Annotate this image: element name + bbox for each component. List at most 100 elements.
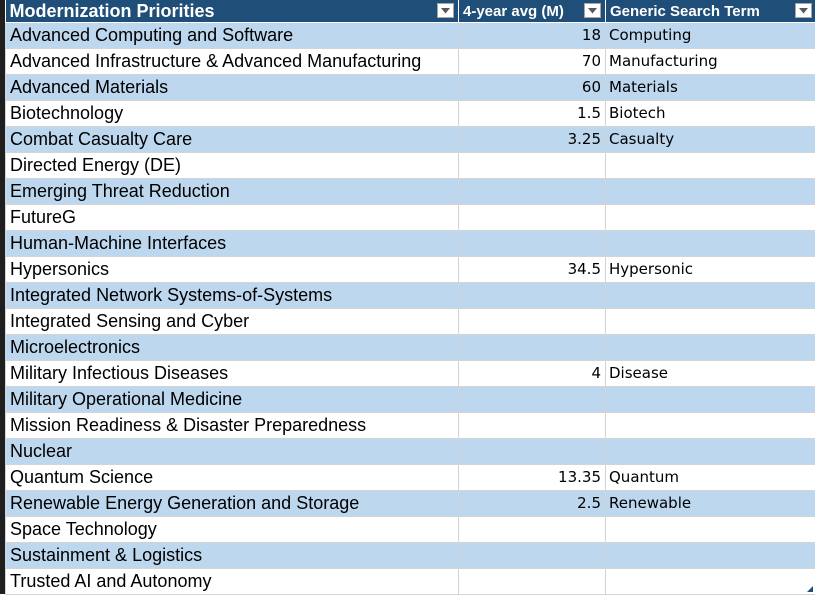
priority-cell[interactable]: Renewable Energy Generation and Storage (6, 490, 459, 516)
header-modernization-priorities[interactable]: Modernization Priorities (6, 0, 459, 22)
search-term-cell[interactable] (606, 282, 815, 308)
header-label: Modernization Priorities (10, 1, 215, 22)
avg-cell[interactable]: 70 (459, 48, 606, 74)
priority-cell[interactable]: Integrated Network Systems-of-Systems (6, 282, 459, 308)
search-term-cell[interactable]: Hypersonic (606, 256, 815, 282)
priorities-table: Modernization Priorities 4-year avg (M) … (5, 0, 815, 595)
chevron-down-icon (441, 8, 450, 14)
search-term-cell[interactable] (606, 204, 815, 230)
avg-cell[interactable] (459, 282, 606, 308)
avg-cell[interactable]: 3.25 (459, 126, 606, 152)
avg-cell[interactable] (459, 204, 606, 230)
table-resize-handle-icon[interactable] (807, 586, 813, 592)
table-row: Integrated Sensing and Cyber (6, 308, 815, 334)
priority-cell[interactable]: Nuclear (6, 438, 459, 464)
table-row: Integrated Network Systems-of-Systems (6, 282, 815, 308)
avg-cell[interactable] (459, 542, 606, 568)
search-term-cell[interactable]: Disease (606, 360, 815, 386)
avg-cell[interactable] (459, 230, 606, 256)
table-row: Nuclear (6, 438, 815, 464)
priority-cell[interactable]: Hypersonics (6, 256, 459, 282)
priority-cell[interactable]: FutureG (6, 204, 459, 230)
priority-cell[interactable]: Microelectronics (6, 334, 459, 360)
filter-dropdown-button[interactable] (584, 3, 601, 18)
avg-cell[interactable] (459, 568, 606, 594)
header-label: Generic Search Term (610, 3, 760, 20)
priority-cell[interactable]: Military Infectious Diseases (6, 360, 459, 386)
priority-cell[interactable]: Trusted AI and Autonomy (6, 568, 459, 594)
avg-cell[interactable] (459, 334, 606, 360)
priority-cell[interactable]: Advanced Materials (6, 74, 459, 100)
search-term-cell[interactable] (606, 334, 815, 360)
filter-dropdown-button[interactable] (437, 3, 454, 18)
avg-cell[interactable]: 4 (459, 360, 606, 386)
search-term-cell[interactable] (606, 516, 815, 542)
chevron-down-icon (588, 8, 597, 14)
header-row: Modernization Priorities 4-year avg (M) … (6, 0, 815, 22)
table-row: Trusted AI and Autonomy (6, 568, 815, 594)
avg-cell[interactable]: 2.5 (459, 490, 606, 516)
search-term-cell[interactable]: Renewable (606, 490, 815, 516)
table-row: Military Operational Medicine (6, 386, 815, 412)
header-generic-search-term[interactable]: Generic Search Term (606, 0, 815, 22)
priority-cell[interactable]: Advanced Computing and Software (6, 22, 459, 48)
avg-cell[interactable] (459, 308, 606, 334)
priority-cell[interactable]: Advanced Infrastructure & Advanced Manuf… (6, 48, 459, 74)
search-term-cell[interactable]: Casualty (606, 126, 815, 152)
priority-cell[interactable]: Emerging Threat Reduction (6, 178, 459, 204)
filter-dropdown-button[interactable] (795, 3, 812, 18)
search-term-cell[interactable]: Materials (606, 74, 815, 100)
search-term-cell[interactable]: Quantum (606, 464, 815, 490)
search-term-cell[interactable]: Manufacturing (606, 48, 815, 74)
search-term-cell[interactable]: Biotech (606, 100, 815, 126)
priority-cell[interactable]: Directed Energy (DE) (6, 152, 459, 178)
search-term-cell[interactable]: Computing (606, 22, 815, 48)
search-term-cell[interactable] (606, 542, 815, 568)
priority-cell[interactable]: Biotechnology (6, 100, 459, 126)
avg-cell[interactable] (459, 412, 606, 438)
search-term-cell[interactable] (606, 152, 815, 178)
priority-cell[interactable]: Combat Casualty Care (6, 126, 459, 152)
search-term-cell[interactable] (606, 178, 815, 204)
avg-cell[interactable]: 60 (459, 74, 606, 100)
table-row: Emerging Threat Reduction (6, 178, 815, 204)
avg-cell[interactable]: 34.5 (459, 256, 606, 282)
priority-cell[interactable]: Sustainment & Logistics (6, 542, 459, 568)
search-term-cell[interactable] (606, 308, 815, 334)
table-row: Microelectronics (6, 334, 815, 360)
avg-cell[interactable]: 13.35 (459, 464, 606, 490)
table-row: Space Technology (6, 516, 815, 542)
search-term-cell[interactable] (606, 438, 815, 464)
priority-cell[interactable]: Military Operational Medicine (6, 386, 459, 412)
search-term-cell[interactable] (606, 230, 815, 256)
search-term-cell[interactable] (606, 568, 815, 594)
avg-cell[interactable] (459, 178, 606, 204)
priority-cell[interactable]: Space Technology (6, 516, 459, 542)
search-term-cell[interactable] (606, 412, 815, 438)
avg-cell[interactable] (459, 386, 606, 412)
avg-cell[interactable] (459, 152, 606, 178)
avg-cell[interactable] (459, 516, 606, 542)
table-row: Mission Readiness & Disaster Preparednes… (6, 412, 815, 438)
avg-cell[interactable]: 1.5 (459, 100, 606, 126)
search-term-cell[interactable] (606, 386, 815, 412)
header-4-year-avg[interactable]: 4-year avg (M) (459, 0, 606, 22)
priority-cell[interactable]: Integrated Sensing and Cyber (6, 308, 459, 334)
chevron-down-icon (799, 8, 808, 14)
table-row: Directed Energy (DE) (6, 152, 815, 178)
priority-cell[interactable]: Human-Machine Interfaces (6, 230, 459, 256)
priority-cell[interactable]: Mission Readiness & Disaster Preparednes… (6, 412, 459, 438)
avg-cell[interactable]: 18 (459, 22, 606, 48)
avg-cell[interactable] (459, 438, 606, 464)
header-label: 4-year avg (M) (463, 3, 564, 20)
priority-cell[interactable]: Quantum Science (6, 464, 459, 490)
